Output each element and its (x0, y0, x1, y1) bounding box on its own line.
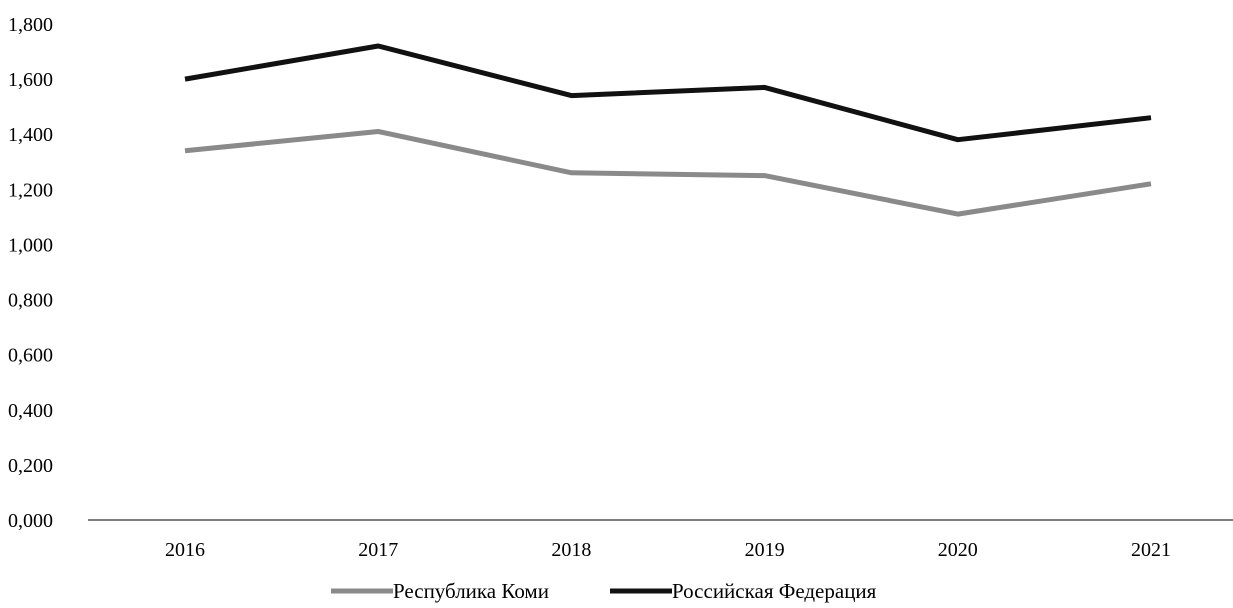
y-tick-label: 0,000 (8, 510, 53, 532)
legend-label-1: Республика Коми (393, 579, 549, 603)
y-tick-label: 0,600 (8, 345, 53, 367)
series-line-1 (184, 129, 1152, 217)
y-tick-label: 0,800 (8, 290, 53, 312)
x-tick-label: 2019 (745, 539, 785, 561)
x-tick-label: 2018 (551, 539, 591, 561)
y-tick-label: 1,200 (8, 179, 53, 201)
legend-label-2: Российская Федерация (672, 579, 877, 603)
series-lines (184, 43, 1152, 217)
y-tick-label: 1,600 (8, 69, 53, 91)
series-line-2 (184, 43, 1152, 143)
y-axis-tick-labels: 0,000 0,200 0,400 0,600 0,800 1,000 1,200 1,400… (8, 14, 53, 532)
x-axis-tick-labels: 2016 2017 2018 2019 2020 2021 (165, 539, 1171, 561)
y-tick-label: 0,200 (8, 455, 53, 477)
y-tick-label: 1,400 (8, 124, 53, 146)
y-tick-label: 1,800 (8, 14, 53, 36)
y-tick-label: 1,000 (8, 234, 53, 256)
x-tick-label: 2016 (165, 539, 205, 561)
y-tick-label: 0,400 (8, 400, 53, 422)
legend: Республика Коми Российская Федерация (331, 579, 877, 603)
x-tick-label: 2017 (358, 539, 398, 561)
x-tick-label: 2021 (1131, 539, 1171, 561)
x-tick-label: 2020 (938, 539, 978, 561)
